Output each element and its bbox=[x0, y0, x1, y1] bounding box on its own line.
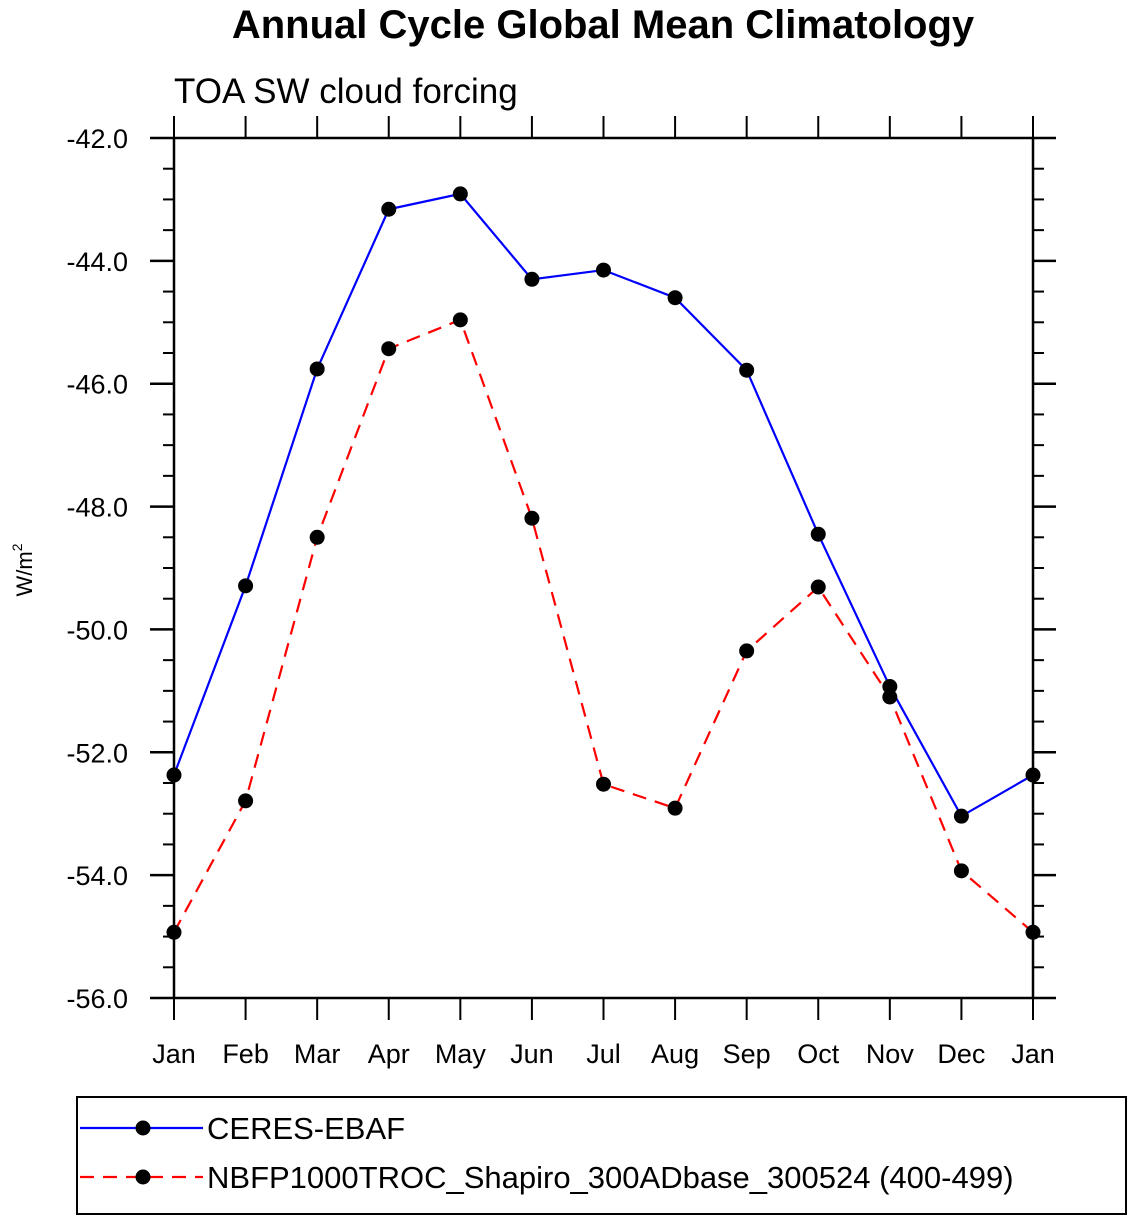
y-tick-label: -52.0 bbox=[66, 738, 128, 768]
series-2-marker bbox=[882, 689, 898, 705]
x-tick-label: Jan bbox=[152, 1039, 196, 1069]
series-2-marker bbox=[381, 341, 397, 357]
series-2-marker bbox=[524, 510, 540, 526]
series-2-marker bbox=[452, 312, 468, 328]
x-tick-label: Sep bbox=[723, 1039, 771, 1069]
series-2-marker bbox=[309, 529, 325, 545]
series-layer bbox=[166, 186, 1041, 940]
series-1-marker bbox=[810, 526, 826, 542]
series-2-marker bbox=[596, 776, 611, 792]
series-1-marker bbox=[381, 201, 397, 217]
series-1-marker bbox=[452, 186, 468, 202]
x-tick-label: Dec bbox=[937, 1039, 985, 1069]
y-tick-label: -54.0 bbox=[66, 861, 128, 891]
y-axis-label-text: W/m bbox=[12, 551, 37, 596]
y-axis-label: W/m2 bbox=[9, 543, 37, 596]
svg-text:W/m2: W/m2 bbox=[9, 543, 37, 596]
y-axis-label-superscript: 2 bbox=[9, 543, 25, 551]
series-2-marker bbox=[238, 793, 254, 809]
x-tick-label: Aug bbox=[651, 1039, 699, 1069]
series-1-marker bbox=[238, 578, 254, 594]
legend-marker-1 bbox=[135, 1120, 151, 1136]
y-tick-label: -42.0 bbox=[66, 124, 128, 154]
series-1-marker bbox=[309, 361, 325, 377]
series-2-marker bbox=[667, 800, 683, 816]
series-2-marker bbox=[166, 924, 182, 940]
legend-box bbox=[76, 1096, 1127, 1215]
series-1-marker bbox=[667, 290, 683, 306]
x-tick-label: Nov bbox=[866, 1039, 915, 1069]
series-2-marker bbox=[1025, 924, 1041, 940]
y-tick-label: -50.0 bbox=[66, 615, 128, 645]
x-tick-label: Jul bbox=[586, 1039, 621, 1069]
x-tick-label: May bbox=[435, 1039, 487, 1069]
series-1-marker bbox=[882, 679, 898, 695]
series-line-1 bbox=[172, 192, 1034, 818]
series-1-marker bbox=[524, 271, 540, 287]
series-1-marker bbox=[1025, 767, 1041, 783]
series-1-marker bbox=[739, 362, 755, 378]
series-2-marker bbox=[810, 579, 826, 595]
series-1-marker bbox=[953, 808, 969, 824]
legend: CERES-EBAF NBFP1000TROC_Shapiro_300ADbase… bbox=[76, 1096, 1127, 1215]
chart-title: Annual Cycle Global Mean Climatology bbox=[232, 3, 975, 47]
y-axis: -42.0 -44.0 -46.0 -48.0 -50.0 -52.0 -54.0 -56.0 bbox=[66, 124, 1056, 1014]
legend-marker-2 bbox=[135, 1169, 151, 1185]
legend-label-2: NBFP1000TROC_Shapiro_300ADbase_300524 (4… bbox=[207, 1160, 1014, 1195]
x-tick-label: Jan bbox=[1011, 1039, 1055, 1069]
x-tick-label: Jun bbox=[510, 1039, 554, 1069]
x-tick-label: Apr bbox=[368, 1039, 410, 1069]
x-tick-label: Oct bbox=[797, 1039, 840, 1069]
series-1-marker bbox=[596, 262, 611, 278]
chart-subtitle: TOA SW cloud forcing bbox=[174, 72, 518, 111]
series-2-marker bbox=[953, 863, 969, 879]
y-tick-label: -56.0 bbox=[66, 984, 128, 1014]
y-tick-label: -46.0 bbox=[66, 370, 128, 400]
x-tick-label: Mar bbox=[294, 1039, 341, 1069]
legend-label-1: CERES-EBAF bbox=[207, 1111, 405, 1146]
x-tick-label: Feb bbox=[222, 1039, 269, 1069]
series-2-marker bbox=[739, 643, 755, 659]
series-1-marker bbox=[166, 767, 182, 783]
y-tick-label: -48.0 bbox=[66, 493, 128, 523]
y-tick-label: -44.0 bbox=[66, 247, 128, 277]
x-axis: Jan Feb Mar Apr May Jun Jul Aug Sep Oct Nov Dec Jan bbox=[152, 116, 1055, 1069]
